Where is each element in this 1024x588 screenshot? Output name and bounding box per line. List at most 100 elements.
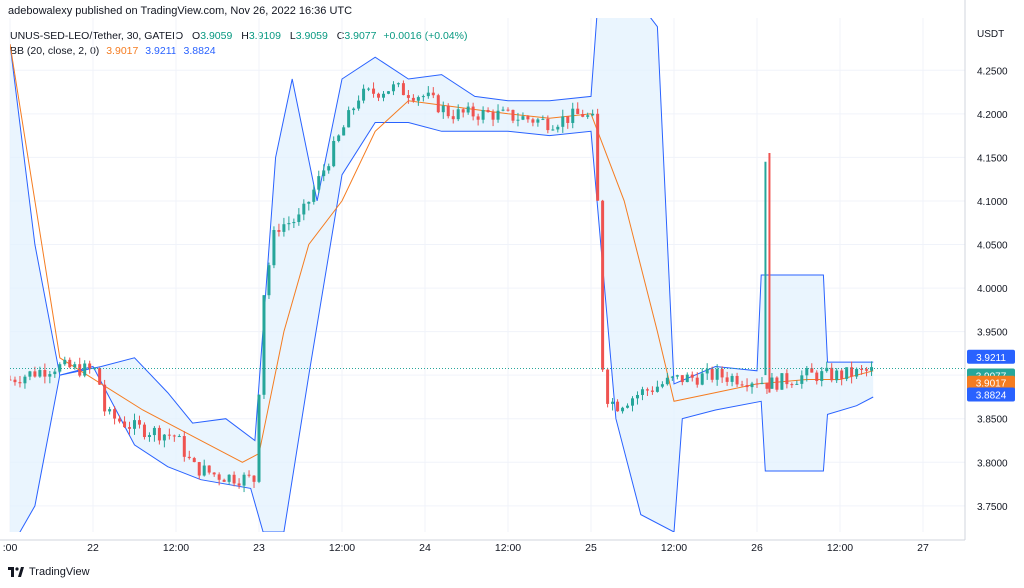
candle-body: [645, 389, 649, 391]
candle-body: [551, 129, 555, 131]
candle-body: [147, 435, 151, 438]
candle-body: [650, 390, 654, 392]
candle-body: [695, 377, 699, 385]
candle-body: [347, 110, 351, 128]
candle-body: [372, 88, 376, 94]
low-value: 3.9059: [295, 30, 328, 42]
candle-body: [740, 384, 744, 386]
bb-lower-value: 3.8824: [183, 45, 216, 57]
candle-body: [466, 106, 470, 113]
candle-body: [556, 126, 560, 130]
price-badge-bg: [967, 349, 1015, 364]
candle-body: [227, 474, 231, 482]
candle-body: [391, 84, 395, 92]
candle-body: [700, 373, 704, 385]
candle-body: [292, 222, 296, 224]
bb-lower-line: [19, 122, 874, 532]
footer-brand[interactable]: TradingView: [8, 566, 90, 578]
candle-body: [237, 483, 241, 486]
candle-body: [406, 95, 410, 98]
open-label: O: [192, 30, 201, 42]
footer-brand-label: TradingView: [29, 566, 90, 578]
candle-body: [705, 368, 709, 374]
candle-body: [416, 97, 420, 101]
candle-body: [152, 427, 156, 436]
candle-body: [362, 88, 366, 101]
candle-body: [690, 374, 694, 378]
candle-body: [342, 127, 346, 136]
candle-body: [157, 427, 161, 441]
candle-body: [745, 385, 749, 388]
candle-body: [247, 474, 251, 476]
candle-body: [252, 475, 256, 482]
y-tick-label: 3.8500: [977, 415, 1008, 426]
candle-body: [830, 367, 834, 381]
candle-body: [108, 409, 112, 412]
candle-body: [665, 377, 669, 385]
bb-basis-line: [10, 44, 874, 463]
candle-body: [755, 383, 759, 385]
candle-body: [750, 383, 754, 388]
price-badge-bg: [967, 375, 1015, 390]
candle-body: [456, 109, 460, 120]
candle-body: [421, 96, 425, 98]
candle-body: [541, 118, 545, 120]
y-tick-label: 4.0000: [977, 284, 1008, 295]
x-tick-label: 27: [917, 542, 929, 554]
candle-body: [511, 109, 515, 121]
price-badge: 3.9211: [967, 349, 1015, 364]
candle-body: [68, 359, 72, 368]
candle-body: [73, 364, 77, 368]
candle-body: [775, 377, 779, 390]
candle-body: [586, 115, 590, 117]
candle-body: [616, 401, 620, 412]
bb-indicator-label[interactable]: BB (20, close, 2, 0): [10, 45, 100, 57]
candle-body: [800, 375, 804, 384]
candle-body: [815, 372, 819, 381]
candle-body: [352, 108, 356, 111]
candle-body: [367, 88, 371, 90]
candle-body: [396, 83, 400, 85]
candle-body: [780, 373, 784, 390]
candle-body: [561, 116, 565, 127]
price-badge: 3.8824: [967, 387, 1015, 402]
candle-body: [28, 371, 32, 377]
candle-body: [521, 116, 525, 120]
candle-body: [327, 166, 331, 171]
candle-body: [187, 456, 191, 459]
candle-body: [820, 371, 824, 381]
candle-body: [182, 436, 186, 457]
candle-body: [411, 97, 415, 101]
candle-body: [770, 377, 774, 389]
candle-body: [302, 203, 306, 215]
tradingview-logo-icon: [8, 567, 24, 577]
candle-body: [491, 112, 495, 120]
candle-body: [765, 382, 769, 389]
candle-body: [113, 409, 117, 419]
bb-upper-line: [10, 18, 874, 442]
candle-body: [640, 389, 644, 395]
candle-body: [307, 201, 311, 204]
candle-body: [715, 369, 719, 380]
candle-body: [212, 472, 216, 475]
candle-body: [725, 377, 729, 382]
candlesticks: [10, 80, 874, 493]
candle-body: [675, 375, 679, 377]
candle-body: [38, 370, 42, 377]
candle-body: [217, 474, 221, 480]
candle-body: [501, 109, 505, 111]
candle-body: [655, 386, 659, 392]
candle-body: [486, 110, 490, 113]
symbol-label[interactable]: UNUS-SED-LEO/Tether, 30, GATEIO: [10, 30, 184, 42]
candle-body: [317, 176, 321, 190]
attribution-text: adebowalexy published on TradingView.com…: [8, 5, 353, 17]
candle-body: [83, 363, 87, 376]
candle-body: [78, 364, 82, 376]
candle-body: [118, 418, 122, 422]
candle-body: [670, 376, 674, 378]
candle-body: [795, 383, 799, 385]
candle-body: [18, 382, 22, 384]
candle-body: [58, 364, 62, 372]
bb-fill: [10, 18, 874, 532]
